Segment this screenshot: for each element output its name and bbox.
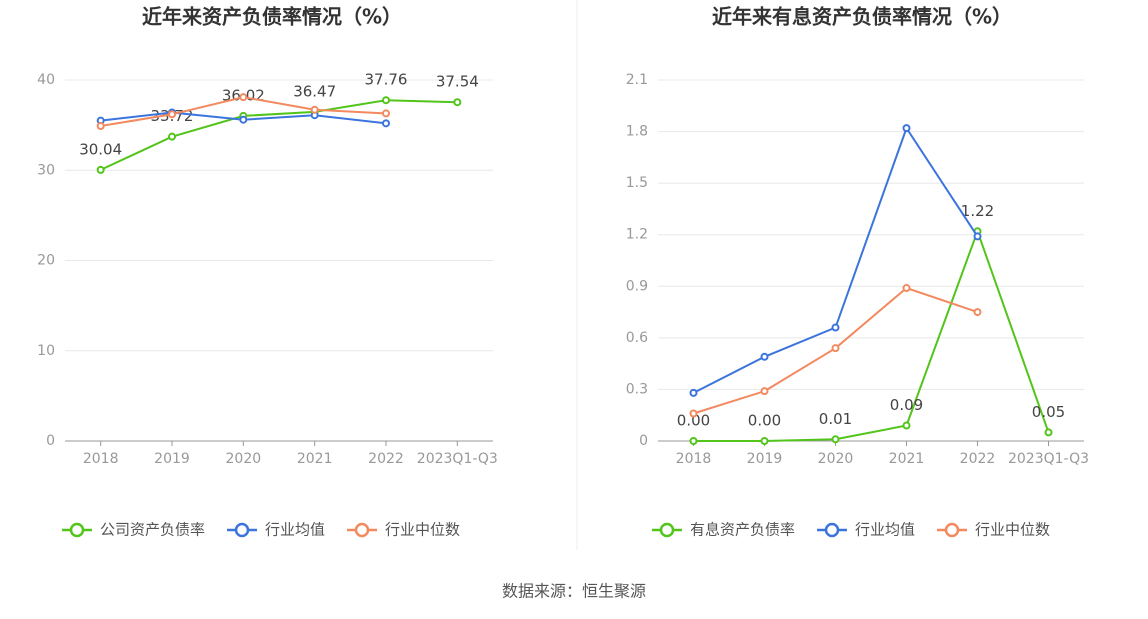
data-point: [168, 132, 176, 141]
data-point: [902, 124, 911, 133]
legend-label: 行业均值: [265, 521, 325, 539]
y-tick-label: 10: [37, 343, 55, 359]
data-label: 0.00: [677, 412, 710, 430]
data-point: [902, 421, 911, 430]
y-tick-label: 0: [639, 433, 648, 449]
y-tick-label: 30: [37, 162, 55, 178]
y-tick-label: 1.8: [626, 124, 648, 140]
y-tick-label: 0.3: [626, 381, 648, 397]
legend-swatch-dot: [944, 522, 960, 538]
data-point: [831, 435, 840, 444]
series-line: [693, 125, 979, 394]
legend-swatch-dot: [659, 522, 675, 538]
x-tick-label: 2020: [226, 451, 262, 467]
legend-label: 行业均值: [855, 521, 915, 539]
x-tick-label: 2022: [368, 451, 404, 467]
data-point: [831, 344, 840, 353]
data-label: 36.47: [293, 82, 336, 100]
data-point: [382, 119, 390, 128]
x-tick-label: 2023Q1-Q3: [1008, 451, 1089, 467]
data-label: 0.05: [1032, 403, 1065, 421]
legend-swatch-dot: [824, 522, 840, 538]
x-tick-label: 2021: [889, 451, 925, 467]
data-point: [760, 352, 769, 361]
chart-title: 近年来有息资产负债率情况（%）: [712, 5, 1012, 29]
x-tick-label: 2021: [297, 451, 333, 467]
data-point: [760, 387, 769, 396]
legend-label: 公司资产负债率: [100, 521, 205, 539]
data-point: [689, 437, 698, 445]
y-tick-label: 40: [37, 72, 55, 88]
data-point: [689, 388, 698, 397]
data-point: [382, 96, 390, 105]
data-point: [310, 105, 319, 114]
x-tick-label: 2020: [818, 451, 854, 467]
y-tick-label: 0.6: [626, 330, 648, 346]
y-tick-label: 2.1: [626, 72, 648, 88]
data-point: [1044, 428, 1053, 437]
legend-swatch-dot: [354, 522, 370, 538]
x-tick-label: 2018: [83, 451, 119, 467]
source-note: 数据来源：恒生聚源: [502, 582, 646, 601]
data-point: [382, 109, 390, 118]
y-tick-label: 0.9: [626, 278, 648, 294]
x-tick-label: 2023Q1-Q3: [417, 451, 498, 467]
data-point: [689, 409, 698, 418]
data-point: [168, 110, 176, 119]
data-point: [239, 93, 248, 102]
y-tick-label: 0: [46, 433, 55, 449]
data-point: [973, 308, 982, 317]
legend-swatch-dot: [69, 522, 85, 538]
data-point: [973, 232, 982, 241]
data-label: 37.54: [436, 73, 479, 91]
data-point: [760, 437, 769, 445]
y-tick-label: 20: [37, 253, 55, 269]
data-point: [902, 284, 911, 293]
data-point: [96, 165, 105, 174]
data-label: 1.22: [961, 202, 994, 220]
chart-title: 近年来资产负债率情况（%）: [142, 5, 402, 29]
data-point: [239, 115, 248, 124]
data-label: 0.01: [819, 410, 852, 428]
x-tick-label: 2019: [747, 451, 783, 467]
data-point: [453, 98, 462, 107]
legend-swatch-dot: [234, 522, 250, 538]
data-label: 0.09: [890, 396, 923, 414]
legend-label: 有息资产负债率: [690, 521, 795, 539]
data-label: 30.04: [79, 140, 122, 158]
x-tick-label: 2019: [154, 451, 190, 467]
series-line: [100, 99, 458, 171]
data-label: 0.00: [748, 412, 781, 430]
series-line: [693, 228, 1050, 442]
legend-label: 行业中位数: [975, 521, 1050, 539]
data-point: [831, 323, 840, 332]
y-tick-label: 1.2: [626, 227, 648, 243]
legend-label: 行业中位数: [385, 521, 460, 539]
y-tick-label: 1.5: [626, 175, 648, 191]
x-tick-label: 2018: [676, 451, 712, 467]
data-label: 37.76: [365, 71, 408, 89]
data-point: [96, 122, 105, 131]
x-tick-label: 2022: [960, 451, 996, 467]
